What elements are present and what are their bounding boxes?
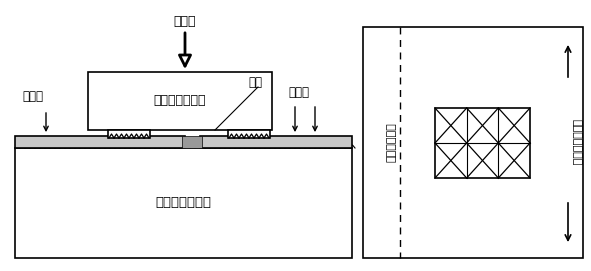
Bar bbox=[15, 148, 352, 258]
Text: 底座（下声级）: 底座（下声级） bbox=[155, 196, 212, 209]
Text: 铝合金: 铝合金 bbox=[288, 85, 309, 98]
Bar bbox=[228, 130, 270, 138]
Bar bbox=[182, 136, 202, 148]
Text: 焊头（上声级）: 焊头（上声级） bbox=[154, 95, 206, 108]
Text: 焊件搭接边缘: 焊件搭接边缘 bbox=[387, 122, 397, 162]
Bar bbox=[435, 108, 530, 178]
Bar bbox=[88, 72, 272, 130]
Bar bbox=[363, 27, 583, 258]
Bar bbox=[200, 136, 352, 148]
Bar bbox=[108, 130, 150, 138]
Bar bbox=[15, 136, 185, 148]
Text: 超声波振动方向: 超声波振动方向 bbox=[571, 119, 581, 165]
Text: 静压力: 静压力 bbox=[174, 15, 196, 28]
Text: 镁合金: 镁合金 bbox=[22, 91, 44, 104]
Text: 锌箔: 锌箔 bbox=[248, 76, 262, 89]
